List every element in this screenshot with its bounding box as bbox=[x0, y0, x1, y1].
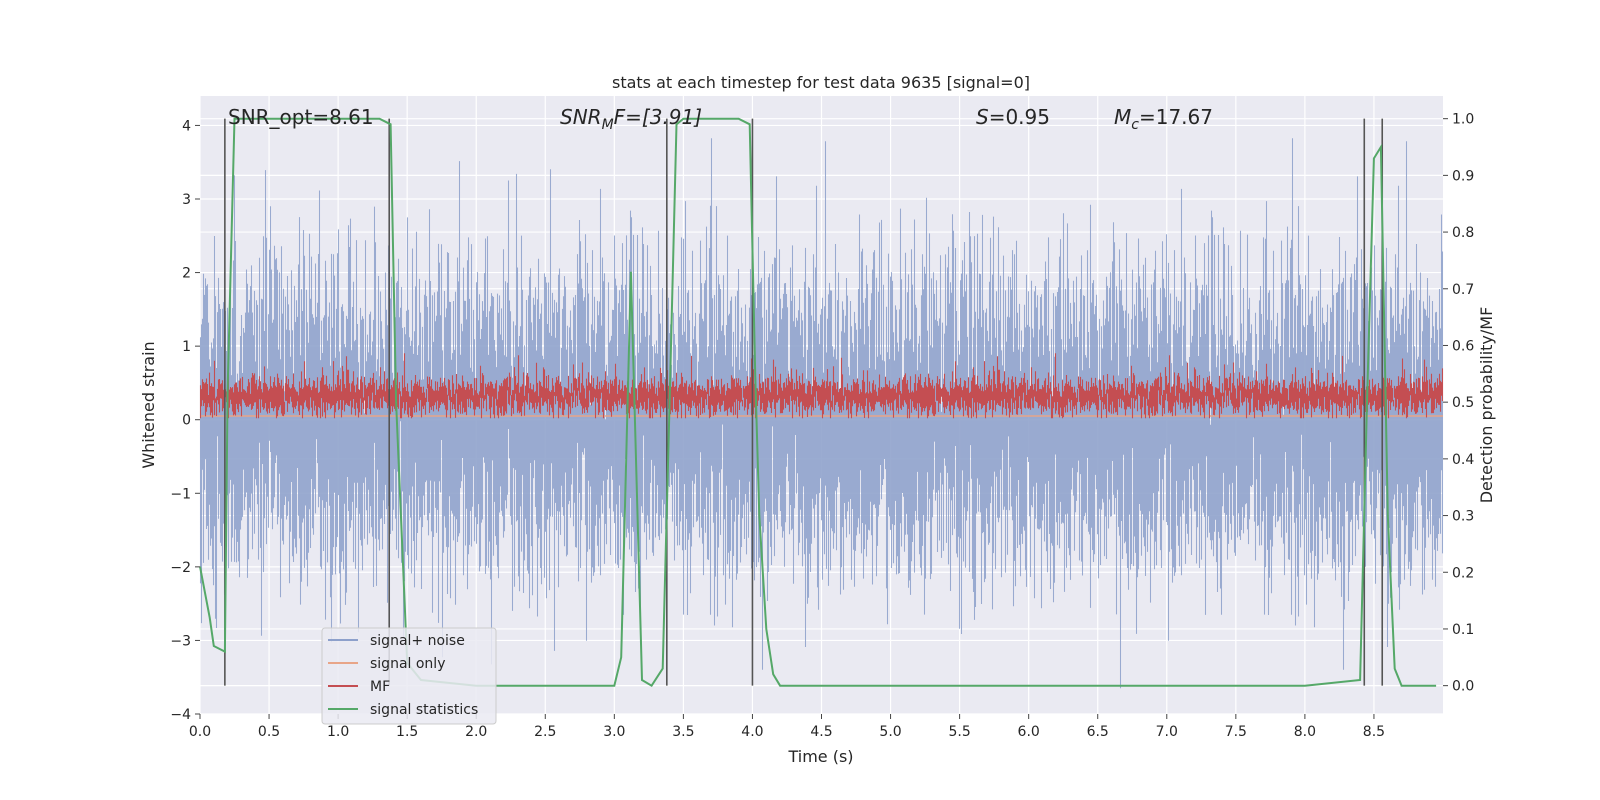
y2-tick-label: 0.7 bbox=[1452, 282, 1474, 298]
x-tick-label: 6.0 bbox=[1018, 724, 1040, 740]
x-tick-label: 5.0 bbox=[879, 724, 901, 740]
x-tick-label: 3.5 bbox=[672, 724, 694, 740]
x-tick-label: 1.0 bbox=[327, 724, 349, 740]
y2-tick-label: 0.0 bbox=[1452, 679, 1474, 695]
y2-tick-label: 0.5 bbox=[1452, 395, 1474, 411]
y-tick-label: 0 bbox=[182, 413, 191, 429]
y2-tick-label: 0.3 bbox=[1452, 509, 1474, 525]
y-tick-label: 2 bbox=[182, 266, 191, 282]
x-tick-label: 6.5 bbox=[1087, 724, 1109, 740]
legend-label-signal-noise: signal+ noise bbox=[370, 633, 465, 649]
annotation-snr-opt: SNR_opt=8.61 bbox=[228, 105, 374, 129]
annotation-snr-mf: SNRMF=[3.91] bbox=[560, 105, 702, 133]
y2-tick-label: 0.4 bbox=[1452, 452, 1474, 468]
y-tick-label: −1 bbox=[170, 486, 191, 502]
legend-label-signal-only: signal only bbox=[370, 656, 445, 672]
x-tick-label: 4.5 bbox=[810, 724, 832, 740]
y-tick-label: −3 bbox=[170, 633, 191, 649]
legend-label-mf: MF bbox=[370, 679, 390, 695]
chart-title: stats at each timestep for test data 963… bbox=[612, 73, 1030, 92]
x-tick-label: 1.5 bbox=[396, 724, 418, 740]
y2-axis-label: Detection probability/MF bbox=[1477, 307, 1496, 504]
annotation-s: S=0.95 bbox=[976, 105, 1050, 129]
y-tick-label: −4 bbox=[170, 707, 191, 723]
x-tick-label: 7.5 bbox=[1225, 724, 1247, 740]
legend-box bbox=[321, 627, 497, 725]
y2-tick-label: 1.0 bbox=[1452, 112, 1474, 128]
x-tick-label: 5.5 bbox=[948, 724, 970, 740]
y2-tick-label: 0.6 bbox=[1452, 338, 1474, 354]
signal-statistics-line bbox=[199, 117, 1437, 688]
y2-tick-label: 0.2 bbox=[1452, 565, 1474, 581]
y-tick-label: 4 bbox=[182, 118, 191, 134]
x-tick-label: 0.0 bbox=[189, 724, 211, 740]
x-tick-label: 2.0 bbox=[465, 724, 487, 740]
x-tick-label: 0.5 bbox=[258, 724, 280, 740]
series-signal-statistics bbox=[199, 117, 1437, 688]
y-tick-label: −2 bbox=[170, 560, 191, 576]
x-axis-label: Time (s) bbox=[787, 747, 853, 766]
x-tick-label: 8.0 bbox=[1294, 724, 1316, 740]
y2-axis-ticks: 1.0 0.9 0.8 0.7 0.6 0.5 0.4 0.3 0.2 0.1 0.0 bbox=[1443, 112, 1474, 695]
y-axis-label: Whitened strain bbox=[139, 341, 158, 468]
y-tick-label: 3 bbox=[182, 192, 191, 208]
y2-tick-label: 0.9 bbox=[1452, 168, 1474, 184]
x-tick-label: 7.0 bbox=[1156, 724, 1178, 740]
annotation-mc: Mc=17.67 bbox=[1114, 105, 1213, 133]
x-axis-ticks: 0.0 0.5 1.0 1.5 2.0 2.5 3.0 3.5 4.0 4.5 5.0 5.5 6.0 6… bbox=[189, 714, 1385, 740]
legend-label-signal-statistics: signal statistics bbox=[370, 702, 478, 718]
y-axis-ticks: 4 3 2 1 0 −1 −2 −3 −4 bbox=[170, 118, 200, 723]
legend: signal+ noise signal only MF signal stat… bbox=[321, 627, 497, 725]
y-tick-label: 1 bbox=[182, 339, 191, 355]
x-tick-label: 8.5 bbox=[1363, 724, 1385, 740]
x-tick-label: 4.0 bbox=[741, 724, 763, 740]
y2-tick-label: 0.1 bbox=[1452, 622, 1474, 638]
x-tick-label: 3.0 bbox=[603, 724, 625, 740]
x-tick-label: 2.5 bbox=[534, 724, 556, 740]
y2-tick-label: 0.8 bbox=[1452, 225, 1474, 241]
vertical-markers bbox=[224, 118, 1384, 686]
